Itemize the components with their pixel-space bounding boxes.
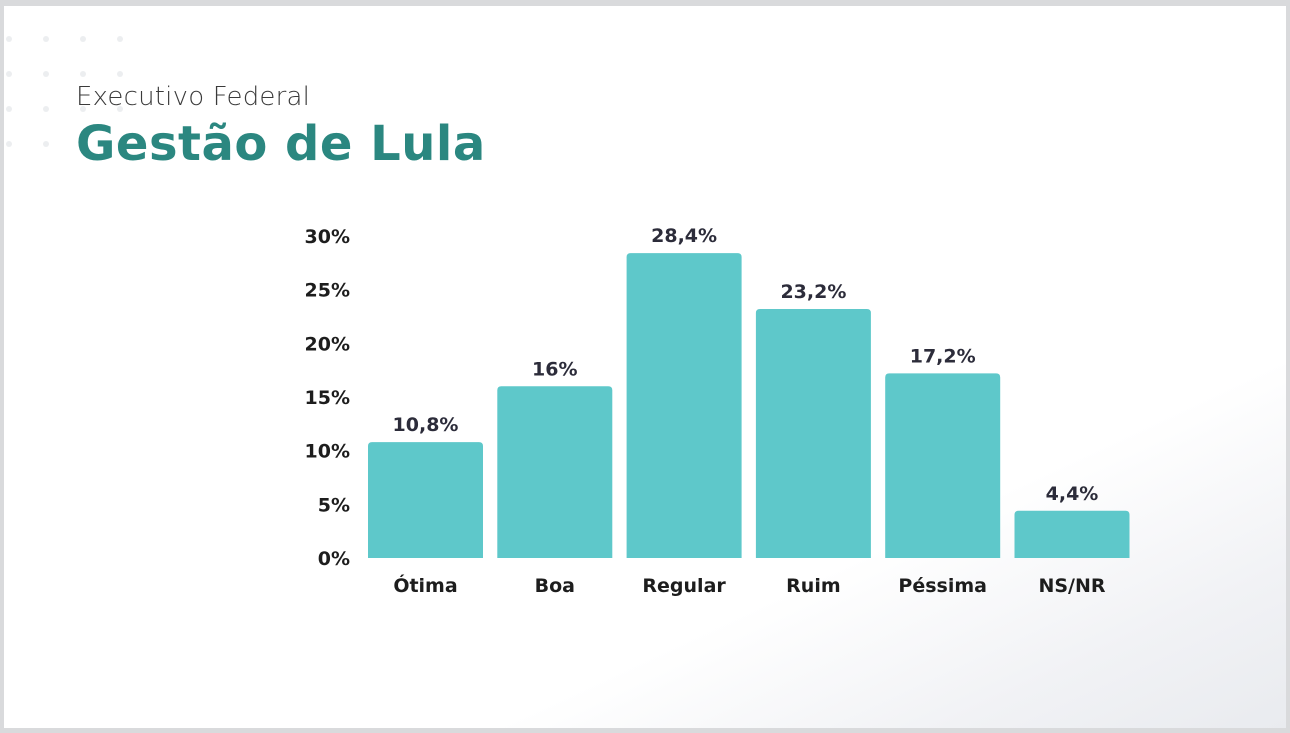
decorative-dot [117, 71, 123, 77]
decorative-dot-grid [4, 34, 134, 164]
data-label: 10,8% [393, 414, 459, 436]
decorative-dot [80, 71, 86, 77]
bar [755, 308, 871, 558]
y-axis: 0% 5% 10% 15% 20% 25% 30% [305, 226, 350, 570]
data-label: 4,4% [1046, 483, 1099, 505]
x-tick-label: Péssima [898, 575, 987, 597]
bar [885, 373, 1001, 558]
data-label: 28,4% [651, 225, 717, 247]
y-tick-label: 15% [305, 387, 350, 409]
decorative-dot [6, 71, 12, 77]
chart-subtitle: Executivo Federal [76, 82, 311, 112]
y-tick-label: 30% [305, 226, 350, 248]
chart-title: Gestão de Lula [76, 116, 486, 172]
decorative-dot [80, 36, 86, 42]
y-tick-label: 10% [305, 441, 350, 463]
data-label: 16% [532, 358, 577, 380]
data-label: 17,2% [910, 345, 976, 367]
decorative-dot [43, 36, 49, 42]
decorative-dot [6, 106, 12, 112]
y-tick-label: 20% [305, 333, 350, 355]
y-tick-label: 0% [318, 548, 350, 570]
decorative-dot [43, 141, 49, 147]
decorative-dot [117, 106, 123, 112]
x-tick-label: Ótima [393, 573, 457, 597]
bar [1014, 510, 1130, 558]
decorative-dot [6, 36, 12, 42]
bar [626, 253, 742, 558]
x-tick-label: Ruim [786, 575, 840, 597]
x-tick-label: Boa [535, 575, 575, 597]
bar [497, 386, 613, 558]
x-tick-label: NS/NR [1038, 575, 1105, 597]
y-tick-label: 25% [305, 280, 350, 302]
bars: 10,8% 16% 28,4% 23,2% 17,2% 4,4% [368, 225, 1130, 558]
x-axis: Ótima Boa Regular Ruim Péssima NS/NR [393, 573, 1106, 597]
decorative-dot [117, 36, 123, 42]
decorative-dot [80, 141, 86, 147]
decorative-dot [117, 141, 123, 147]
decorative-dot [43, 106, 49, 112]
decorative-dot [43, 71, 49, 77]
x-tick-label: Regular [642, 575, 726, 597]
decorative-dot [80, 106, 86, 112]
data-label: 23,2% [780, 281, 846, 303]
y-tick-label: 5% [318, 494, 350, 516]
bar [368, 442, 483, 558]
slide: Executivo Federal Gestão de Lula [4, 6, 1286, 728]
decorative-dot [6, 141, 12, 147]
